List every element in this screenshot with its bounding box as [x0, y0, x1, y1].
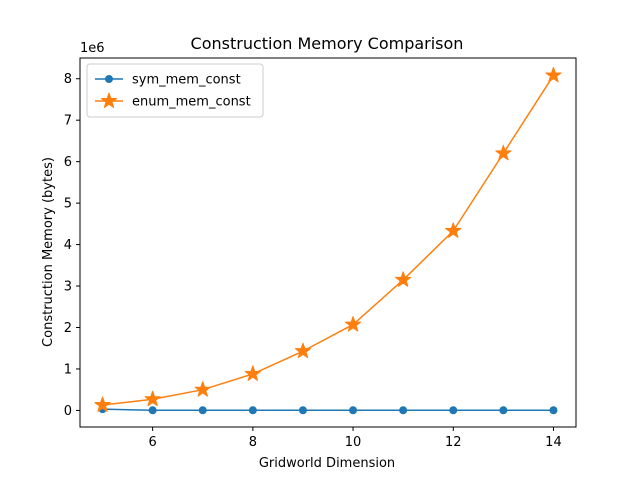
series-enum_mem_const [94, 66, 562, 412]
data-point-enum_mem_const [144, 390, 161, 407]
data-point-enum_mem_const [445, 222, 462, 238]
legend-box [86, 63, 264, 118]
y-tick-label: 4 [64, 238, 72, 253]
data-point-enum_mem_const [294, 342, 312, 359]
x-tick-label: 6 [149, 435, 157, 450]
y-tick-label: 0 [64, 404, 72, 419]
legend-entry: sym_mem_const [95, 73, 241, 88]
legend-swatch-marker [105, 75, 113, 83]
series-layer [94, 66, 562, 415]
data-point-sym_mem_const [449, 406, 458, 415]
data-point-sym_mem_const [549, 406, 558, 415]
legend-swatch-marker [100, 92, 118, 108]
x-tick-label: 8 [249, 435, 257, 450]
data-point-sym_mem_const [499, 406, 508, 415]
x-tick-label: 14 [545, 435, 562, 450]
series-sym_mem_const [98, 405, 558, 415]
data-point-enum_mem_const [495, 144, 512, 161]
data-point-enum_mem_const [344, 316, 362, 332]
data-point-sym_mem_const [148, 406, 157, 415]
y-tick-label: 2 [64, 321, 72, 336]
y-axis-label: Construction Memory (bytes) [41, 157, 56, 347]
data-point-enum_mem_const [395, 271, 412, 287]
data-point-enum_mem_const [194, 381, 211, 397]
data-point-sym_mem_const [399, 406, 408, 415]
chart-title: Construction Memory Comparison [191, 34, 464, 53]
legend: sym_mem_const enum_mem_const [86, 63, 264, 118]
x-tick-label: 10 [345, 435, 362, 450]
data-point-enum_mem_const [545, 66, 562, 83]
data-point-enum_mem_const [94, 396, 111, 412]
y-tick-label: 1 [64, 362, 72, 377]
legend-label: sym_mem_const [132, 73, 241, 88]
y-tick-label: 5 [64, 197, 72, 212]
legend-entry: enum_mem_const [95, 92, 251, 110]
x-tick-label: 12 [445, 435, 462, 450]
x-axis-label: Gridworld Dimension [259, 456, 395, 471]
y-offset-label: 1e6 [80, 41, 105, 56]
data-point-sym_mem_const [298, 406, 307, 415]
plot-frame [79, 57, 577, 428]
y-tick-label: 8 [64, 72, 72, 87]
y-tick-label: 3 [64, 280, 72, 295]
data-point-sym_mem_const [248, 406, 257, 415]
data-point-sym_mem_const [349, 406, 358, 415]
data-point-enum_mem_const [244, 365, 261, 381]
y-tick-label: 7 [64, 114, 72, 129]
data-point-sym_mem_const [198, 406, 207, 415]
legend-label: enum_mem_const [132, 95, 251, 110]
series-line-enum_mem_const [102, 75, 555, 406]
y-tick-label: 6 [64, 155, 72, 170]
series-line-sym_mem_const [102, 408, 554, 411]
